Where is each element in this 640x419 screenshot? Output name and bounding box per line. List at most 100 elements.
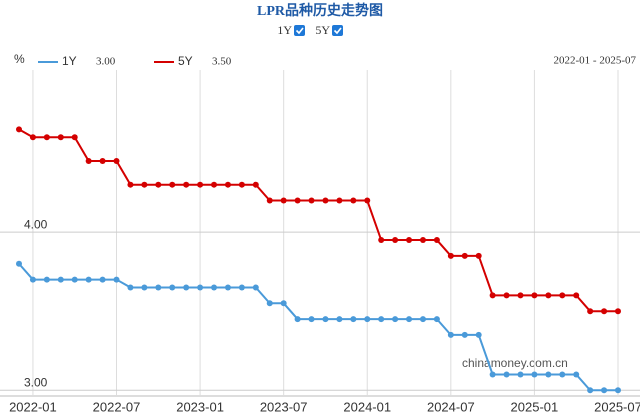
data-point xyxy=(252,181,259,188)
data-point xyxy=(280,300,287,307)
data-point xyxy=(224,284,231,291)
data-point xyxy=(559,292,566,299)
data-point xyxy=(447,252,454,259)
data-point xyxy=(378,237,385,244)
data-point xyxy=(43,134,50,141)
data-point xyxy=(211,284,218,291)
data-point xyxy=(350,316,357,323)
toggle-label: 5Y xyxy=(315,23,330,37)
data-point xyxy=(545,292,552,299)
x-tick-label: 2025-07 xyxy=(594,399,640,414)
data-point xyxy=(99,276,106,283)
data-point xyxy=(197,284,204,291)
data-point xyxy=(141,181,148,188)
data-point xyxy=(475,331,482,338)
data-point xyxy=(57,134,64,141)
range-label: 2022-01 - 2025-07 xyxy=(554,55,637,67)
data-point xyxy=(43,276,50,283)
data-point xyxy=(406,237,413,244)
data-point xyxy=(113,157,120,164)
data-point xyxy=(127,181,134,188)
data-point xyxy=(252,284,259,291)
data-point xyxy=(419,316,426,323)
data-point xyxy=(601,387,608,394)
data-point xyxy=(85,276,92,283)
chart-title: LPR品种历史走势图 xyxy=(257,2,383,19)
data-point xyxy=(85,157,92,164)
data-point xyxy=(615,387,621,394)
data-point xyxy=(127,284,134,291)
legend-latest: 3.50 xyxy=(212,56,232,68)
y-tick-label: 3.00 xyxy=(24,375,48,389)
data-point xyxy=(517,292,524,299)
unit-label: % xyxy=(14,52,25,66)
data-point xyxy=(294,197,301,204)
x-tick-label: 2024-01 xyxy=(343,399,391,414)
data-point xyxy=(294,316,301,323)
data-point xyxy=(238,284,245,291)
legend-label: 5Y xyxy=(178,54,193,68)
data-point xyxy=(531,292,538,299)
data-point xyxy=(29,276,36,283)
data-point xyxy=(211,181,218,188)
legend-latest: 3.00 xyxy=(96,56,116,68)
data-point xyxy=(406,316,413,323)
data-point xyxy=(517,371,524,378)
data-point xyxy=(99,157,106,164)
data-point xyxy=(197,181,204,188)
data-point xyxy=(392,237,399,244)
data-point xyxy=(57,276,64,283)
legend-label: 1Y xyxy=(62,54,77,68)
toggle-label: 1Y xyxy=(277,23,292,37)
data-point xyxy=(531,371,538,378)
data-point xyxy=(503,371,510,378)
data-point xyxy=(308,316,315,323)
data-point xyxy=(169,284,176,291)
data-point xyxy=(419,237,426,244)
data-point xyxy=(489,371,496,378)
data-point xyxy=(350,197,357,204)
data-point xyxy=(113,276,120,283)
x-tick-label: 2022-07 xyxy=(93,399,141,414)
data-point xyxy=(461,252,468,259)
data-point xyxy=(587,387,594,394)
checkbox[interactable] xyxy=(332,25,343,36)
data-point xyxy=(169,181,176,188)
data-point xyxy=(238,181,245,188)
data-point xyxy=(280,197,287,204)
data-point xyxy=(378,316,385,323)
data-point xyxy=(71,276,78,283)
x-tick-label: 2023-01 xyxy=(176,399,224,414)
series-line xyxy=(18,128,618,313)
data-point xyxy=(601,308,608,315)
data-point xyxy=(336,316,343,323)
data-point xyxy=(266,197,273,204)
data-point xyxy=(489,292,496,299)
data-point xyxy=(183,181,190,188)
x-tick-label: 2025-01 xyxy=(511,399,559,414)
checkbox[interactable] xyxy=(294,25,305,36)
data-point xyxy=(16,260,22,267)
data-point xyxy=(16,126,22,133)
data-point xyxy=(224,181,231,188)
data-point xyxy=(545,371,552,378)
data-point xyxy=(461,331,468,338)
data-point xyxy=(503,292,510,299)
watermark: chinamoney.com.cn xyxy=(462,356,568,370)
data-point xyxy=(308,197,315,204)
data-point xyxy=(447,331,454,338)
data-point xyxy=(392,316,399,323)
data-point xyxy=(559,371,566,378)
data-point xyxy=(433,237,440,244)
data-point xyxy=(475,252,482,259)
data-point xyxy=(155,284,162,291)
x-tick-label: 2024-07 xyxy=(427,399,475,414)
data-point xyxy=(266,300,273,307)
data-point xyxy=(141,284,148,291)
data-point xyxy=(573,371,580,378)
data-point xyxy=(322,197,329,204)
data-point xyxy=(183,284,190,291)
data-point xyxy=(615,308,621,315)
series-line xyxy=(18,263,618,392)
